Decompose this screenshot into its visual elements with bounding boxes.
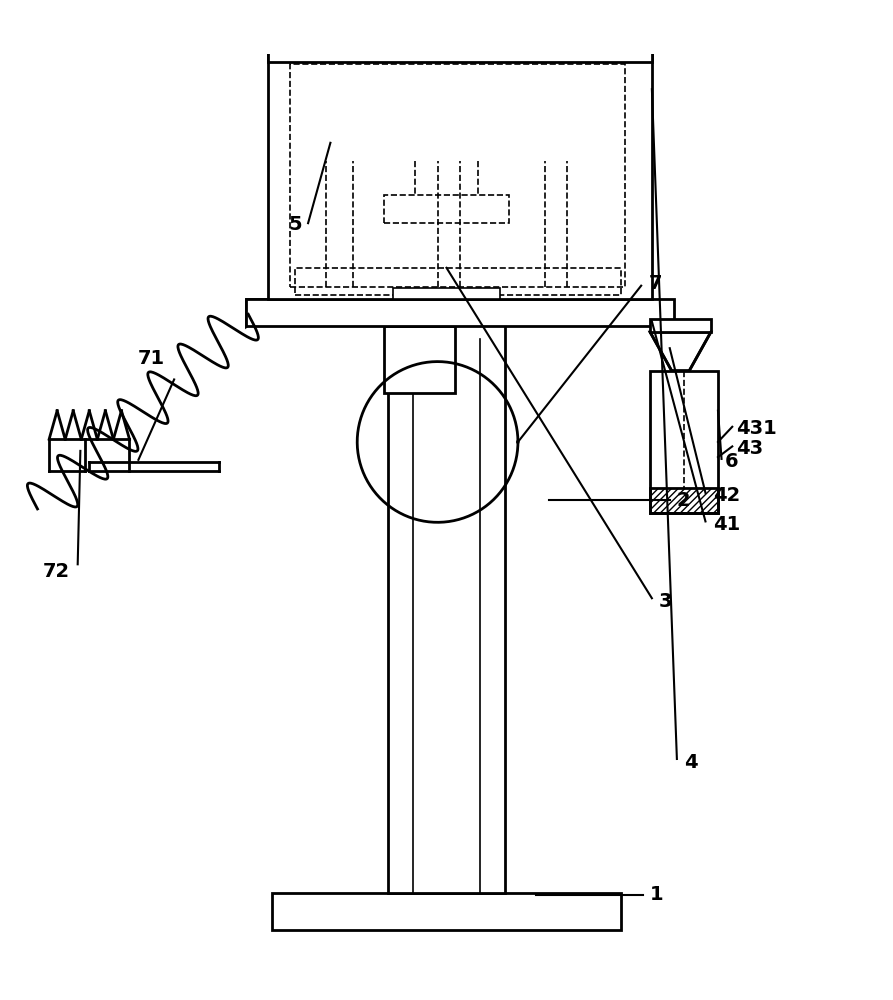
Bar	[268, 45, 652, 299]
Text: 42: 42	[713, 486, 740, 505]
Bar	[393, 13, 500, 45]
Bar	[650, 371, 718, 513]
Bar	[650, 488, 718, 513]
Text: 6: 6	[725, 452, 739, 471]
Bar	[295, 268, 621, 295]
Bar	[384, 326, 455, 393]
Text: 3: 3	[659, 592, 672, 611]
Text: 4: 4	[684, 753, 697, 772]
Polygon shape	[650, 332, 711, 371]
Bar	[268, 45, 652, 62]
Text: 7: 7	[648, 274, 662, 293]
Text: 2: 2	[677, 490, 690, 510]
Bar	[650, 319, 711, 332]
Text: 41: 41	[713, 515, 740, 534]
Bar	[384, 195, 509, 223]
Polygon shape	[246, 299, 281, 326]
Text: 71: 71	[138, 349, 165, 368]
Text: 5: 5	[288, 215, 302, 234]
Bar	[290, 64, 625, 287]
Text: 72: 72	[43, 562, 70, 581]
Bar	[393, 288, 500, 299]
Text: 1: 1	[650, 885, 663, 904]
Bar	[388, 268, 505, 893]
Text: 43: 43	[736, 439, 763, 458]
Bar	[246, 299, 674, 326]
Bar	[413, 0, 480, 13]
Text: 431: 431	[736, 419, 777, 438]
Bar	[272, 893, 621, 930]
